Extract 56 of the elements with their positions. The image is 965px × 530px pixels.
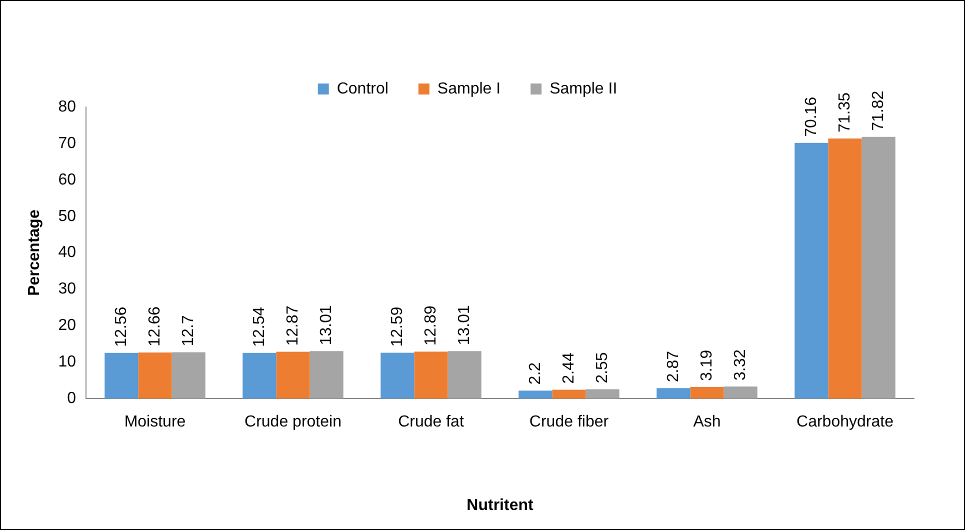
data-label: 70.16 [802, 96, 820, 137]
data-label: 13.01 [456, 305, 473, 346]
y-tick-label: 10 [58, 354, 76, 371]
data-label: 12.54 [250, 306, 268, 347]
data-label: 71.82 [870, 90, 887, 131]
legend-label: Control [336, 80, 388, 98]
y-tick-label: 70 [58, 134, 76, 152]
data-label: 12.89 [422, 305, 440, 346]
x-axis-title: Nutritent [466, 496, 534, 514]
data-label: 2.2 [526, 362, 544, 385]
legend-label: Sample I [437, 80, 501, 98]
bar [310, 351, 344, 399]
bar [242, 352, 276, 399]
bar [586, 389, 620, 399]
bar [380, 352, 414, 399]
y-tick-label: 50 [58, 208, 76, 225]
y-tick-label: 20 [58, 317, 76, 334]
data-label: 2.55 [594, 352, 611, 384]
bar [414, 352, 448, 399]
x-tick-label: Crude fat [398, 414, 464, 431]
data-label: 12.7 [180, 315, 197, 346]
bar [862, 136, 896, 399]
bar [552, 390, 586, 399]
data-label: 2.87 [664, 350, 682, 382]
bar [828, 138, 862, 399]
x-tick-label: Crude fiber [529, 414, 610, 431]
data-label: 2.44 [560, 352, 578, 384]
bar [656, 388, 690, 399]
bar [518, 390, 552, 399]
bar [138, 352, 172, 399]
y-tick-label: 40 [58, 244, 76, 262]
data-label: 12.66 [146, 306, 164, 346]
y-tick-label: 80 [58, 98, 76, 116]
data-label: 3.19 [698, 350, 716, 381]
bar [448, 351, 482, 399]
bar [172, 352, 206, 399]
y-tick-label: 60 [58, 171, 76, 188]
y-axis-title: Percentage [26, 210, 44, 296]
bar [724, 386, 758, 399]
data-label: 12.87 [284, 306, 302, 346]
data-label: 12.59 [388, 306, 406, 347]
x-tick-label: Crude protein [244, 414, 342, 431]
legend-label: Sample II [550, 80, 618, 98]
data-label: 3.32 [732, 349, 749, 380]
bar [104, 352, 138, 399]
x-tick-label: Ash [693, 414, 721, 431]
y-tick-label: 0 [67, 390, 76, 408]
data-label: 13.01 [318, 305, 335, 346]
y-tick-label: 30 [58, 280, 76, 298]
bar [794, 142, 828, 399]
x-tick-label: Moisture [124, 414, 186, 431]
bar [690, 386, 724, 399]
bar [276, 352, 310, 399]
x-tick-label: Carbohydrate [796, 414, 894, 431]
data-label: 12.56 [112, 306, 130, 347]
data-label: 71.35 [836, 92, 854, 133]
